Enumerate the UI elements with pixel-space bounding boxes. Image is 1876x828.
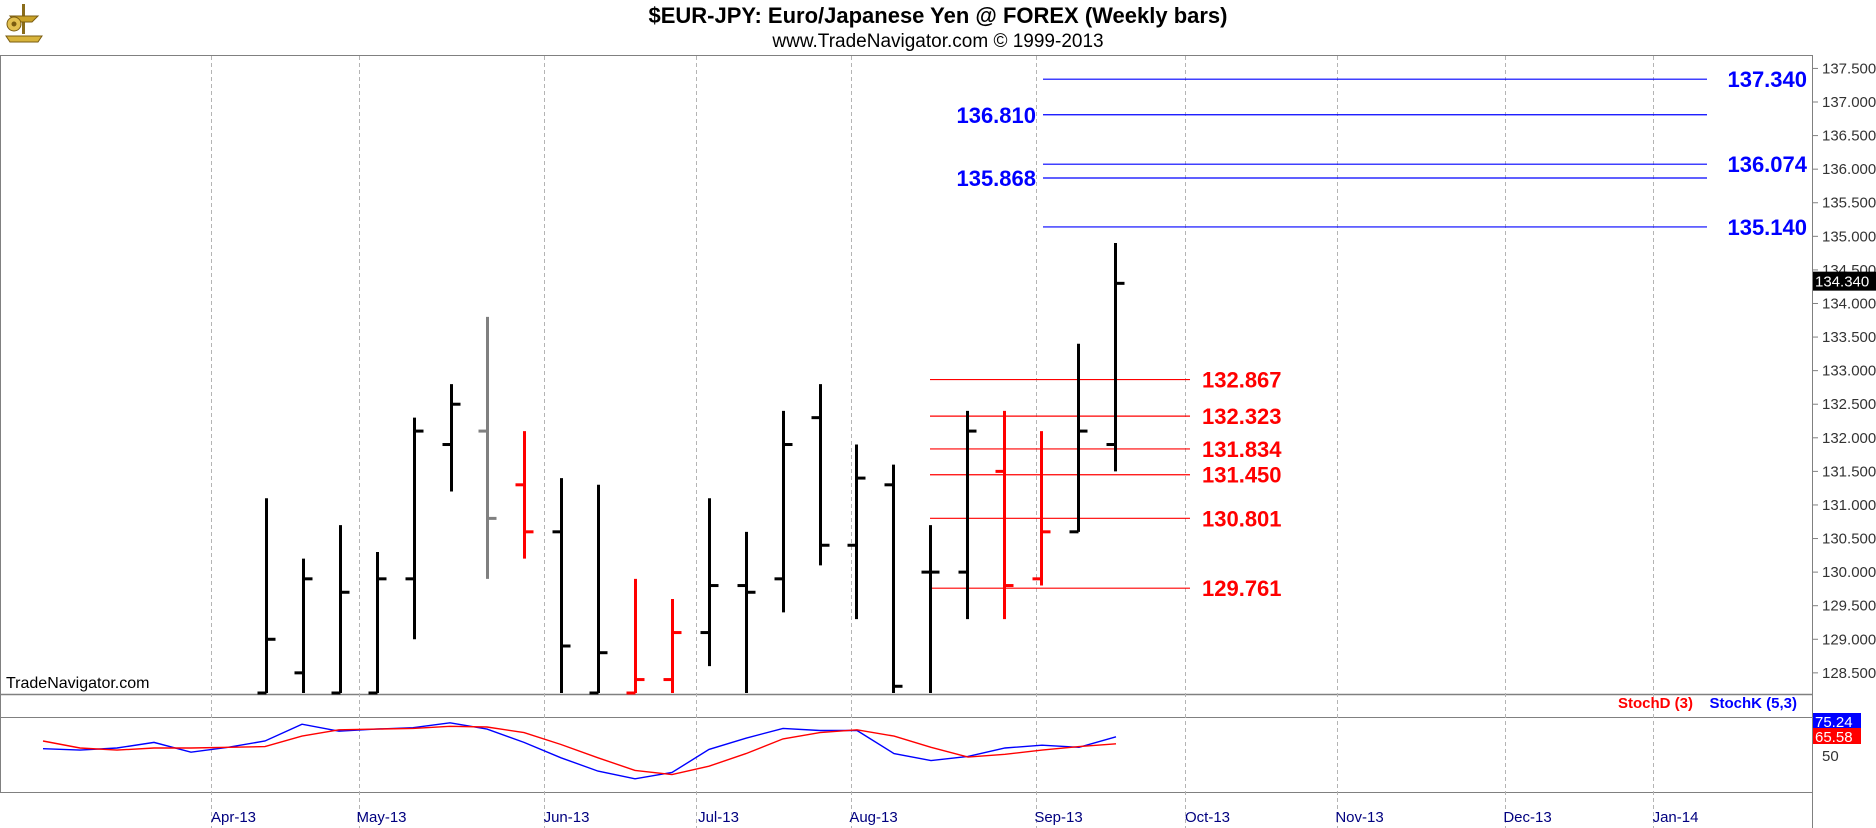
stochk-legend: StochK (5,3) — [1709, 695, 1797, 712]
ohlc-bar — [811, 384, 830, 566]
level-label-red: 129.761 — [1202, 576, 1282, 601]
level-label-red: 130.801 — [1202, 506, 1282, 531]
watermark: TradeNavigator.com — [6, 675, 150, 692]
ohlc-bar — [1032, 431, 1051, 586]
x-tick-label: Sep-13 — [1034, 809, 1082, 826]
y-tick-label: 133.500 — [1822, 329, 1876, 346]
ohlc-bar — [774, 410, 793, 613]
y-tick-label: 137.000 — [1822, 94, 1876, 111]
y-tick-label: 135.000 — [1822, 228, 1876, 245]
ohlc-bar — [442, 384, 461, 492]
grid-lines — [211, 56, 1654, 828]
y-tick-label: 133.000 — [1822, 363, 1876, 380]
y-tick-label: 136.500 — [1822, 128, 1876, 145]
y-tick-label: 131.000 — [1822, 497, 1876, 514]
trade-navigator-logo — [2, 2, 46, 49]
stochd-value: 65.58 — [1815, 729, 1853, 746]
ohlc-bar — [663, 598, 682, 693]
ohlc-bar — [884, 464, 903, 693]
level-label-blue: 135.868 — [956, 166, 1036, 191]
price-bars — [257, 243, 1125, 695]
x-tick-label: Oct-13 — [1185, 809, 1230, 826]
ohlc-bar — [737, 531, 756, 693]
x-tick-label: Jan-14 — [1653, 809, 1699, 826]
ohlc-bar — [1106, 243, 1125, 472]
ohlc-bar — [1069, 343, 1088, 534]
ohlc-bar — [995, 410, 1014, 620]
chart-title: $EUR-JPY: Euro/Japanese Yen @ FOREX (Wee… — [648, 3, 1228, 28]
x-tick-label: May-13 — [356, 809, 406, 826]
stochd-line — [42, 725, 1117, 776]
ohlc-bar — [405, 417, 424, 640]
level-lines: 137.340 136.810 136.074 135.868 135.140 132.8… — [930, 67, 1808, 601]
x-tick-label: Aug-13 — [849, 809, 897, 826]
x-tick-label: Jun-13 — [544, 809, 590, 826]
stochk-value-box — [1813, 713, 1861, 729]
level-label-red: 132.323 — [1202, 404, 1282, 429]
y-tick-label: 129.000 — [1822, 631, 1876, 648]
ohlc-bar — [368, 551, 387, 695]
level-label-blue: 135.140 — [1727, 215, 1807, 240]
ohlc-bar — [331, 525, 350, 695]
last-price-box — [1813, 271, 1876, 291]
date-axis: Apr-13 May-13 Jun-13 Jul-13 Aug-13 Sep-13 Oct-… — [211, 809, 1698, 826]
ohlc-bar — [847, 444, 866, 620]
x-tick-label: Jul-13 — [698, 809, 739, 826]
ohlc-bar — [552, 478, 571, 693]
chart-subtitle: www.TradeNavigator.com © 1999-2013 — [772, 31, 1104, 52]
ohlc-bar — [589, 484, 608, 695]
y-tick-label: 137.500 — [1822, 60, 1876, 77]
y-tick-label: 130.500 — [1822, 531, 1876, 548]
level-label-blue: 136.074 — [1727, 152, 1807, 177]
chart-border — [0, 55, 1813, 793]
ohlc-bar — [958, 410, 977, 620]
level-label-red: 131.834 — [1202, 437, 1282, 462]
y-tick-label: 132.500 — [1822, 396, 1876, 413]
x-tick-label: Apr-13 — [211, 809, 256, 826]
stoch-y-tick: 50 — [1822, 748, 1839, 765]
level-label-red: 132.867 — [1202, 368, 1282, 393]
ohlc-bar — [515, 431, 534, 559]
y-tick-label: 132.000 — [1822, 430, 1876, 447]
x-tick-label: Nov-13 — [1335, 809, 1383, 826]
stochk-value: 75.24 — [1815, 714, 1853, 731]
y-tick-label: 131.500 — [1822, 463, 1876, 480]
chart-frame — [0, 55, 1813, 828]
level-label-blue: 136.810 — [956, 103, 1036, 128]
ohlc-bar — [921, 525, 940, 693]
ohlc-bar — [294, 558, 313, 693]
ohlc-bar — [700, 498, 719, 667]
price-axis: 128.500 129.000 129.500 130.000 130.500 131.0… — [1812, 60, 1876, 682]
x-tick-label: Dec-13 — [1503, 809, 1551, 826]
ohlc-bar — [478, 316, 497, 579]
stochd-value-box — [1813, 728, 1861, 744]
y-tick-label: 134.000 — [1822, 295, 1876, 312]
y-tick-label: 136.000 — [1822, 161, 1876, 178]
level-label-red: 131.450 — [1202, 463, 1282, 488]
y-tick-label: 129.500 — [1822, 598, 1876, 615]
level-label-blue: 137.340 — [1727, 67, 1807, 92]
ohlc-bar — [257, 498, 276, 695]
ohlc-bar — [626, 578, 645, 695]
y-tick-label: 135.500 — [1822, 195, 1876, 212]
stochd-legend: StochD (3) — [1618, 695, 1693, 712]
y-tick-label: 130.000 — [1822, 564, 1876, 581]
y-tick-label: 128.500 — [1822, 665, 1876, 682]
last-price-label: 134.340 — [1815, 274, 1869, 291]
